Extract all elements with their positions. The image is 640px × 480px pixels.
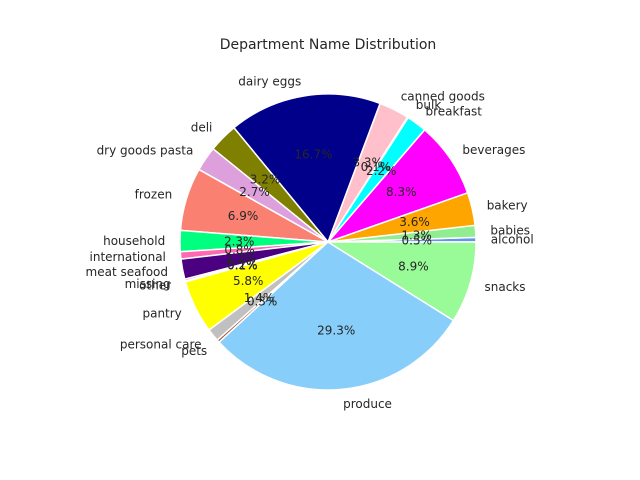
pct-pantry: 5.8% bbox=[233, 274, 264, 288]
label-babies: babies bbox=[490, 223, 530, 237]
label-beverages: beverages bbox=[462, 143, 525, 157]
pct-deli: 3.2% bbox=[250, 173, 281, 187]
label-meat-seafood: meat seafood bbox=[86, 265, 168, 279]
pct-meat-seafood: 2.2% bbox=[225, 251, 256, 265]
label-dairy-eggs: dairy eggs bbox=[238, 74, 301, 88]
label-household: household bbox=[103, 234, 165, 248]
label-produce: produce bbox=[343, 397, 392, 411]
pct-bakery: 3.6% bbox=[399, 215, 430, 229]
pct-snacks: 8.9% bbox=[398, 260, 429, 274]
slice-snacks bbox=[327, 241, 477, 322]
slice-dairy-eggs bbox=[233, 93, 381, 243]
label-missing: missing bbox=[125, 277, 171, 291]
pct-missing: 0.2% bbox=[227, 258, 258, 272]
label-pets: pets bbox=[181, 344, 207, 358]
pct-dairy-eggs: 16.7% bbox=[294, 147, 332, 161]
label-snacks: snacks bbox=[485, 280, 526, 294]
label-international: international bbox=[90, 250, 166, 264]
label-bulk: bulk bbox=[416, 98, 442, 112]
pct-household: 2.3% bbox=[224, 234, 255, 248]
label-canned-goods: canned goods bbox=[401, 89, 485, 103]
label-pantry: pantry bbox=[142, 307, 181, 321]
pct-canned-goods: 3.3% bbox=[352, 156, 383, 170]
label-alcohol: alcohol bbox=[491, 232, 534, 246]
pie-slices bbox=[179, 93, 477, 391]
slice-produce bbox=[218, 241, 455, 391]
label-personal-care: personal care bbox=[120, 338, 202, 352]
slice-percent-labels: 0.5%1.3%3.6%8.3%2.2%0.1%3.3%16.7%3.2%2.7… bbox=[224, 147, 432, 337]
pct-dry-goods-pasta: 2.7% bbox=[239, 185, 270, 199]
pct-personal-care: 1.4% bbox=[244, 291, 275, 305]
pct-alcohol: 0.5% bbox=[402, 234, 433, 248]
label-bakery: bakery bbox=[487, 199, 528, 213]
pct-frozen: 6.9% bbox=[228, 209, 259, 223]
pct-other: 0.1% bbox=[227, 259, 258, 273]
pct-international: 0.8% bbox=[224, 243, 255, 257]
pct-beverages: 8.3% bbox=[386, 185, 417, 199]
label-other: other bbox=[139, 278, 171, 292]
pct-pets: 0.3% bbox=[247, 295, 278, 309]
label-frozen: frozen bbox=[135, 188, 173, 202]
pct-produce: 29.3% bbox=[317, 323, 355, 337]
label-breakfast: breakfast bbox=[426, 105, 483, 119]
label-dry-goods-pasta: dry goods pasta bbox=[97, 144, 194, 158]
pct-bulk: 0.1% bbox=[361, 160, 392, 174]
pct-breakfast: 2.2% bbox=[366, 164, 397, 178]
chart-title: Department Name Distribution bbox=[220, 37, 437, 53]
pct-babies: 1.3% bbox=[401, 229, 432, 243]
label-deli: deli bbox=[191, 120, 213, 134]
